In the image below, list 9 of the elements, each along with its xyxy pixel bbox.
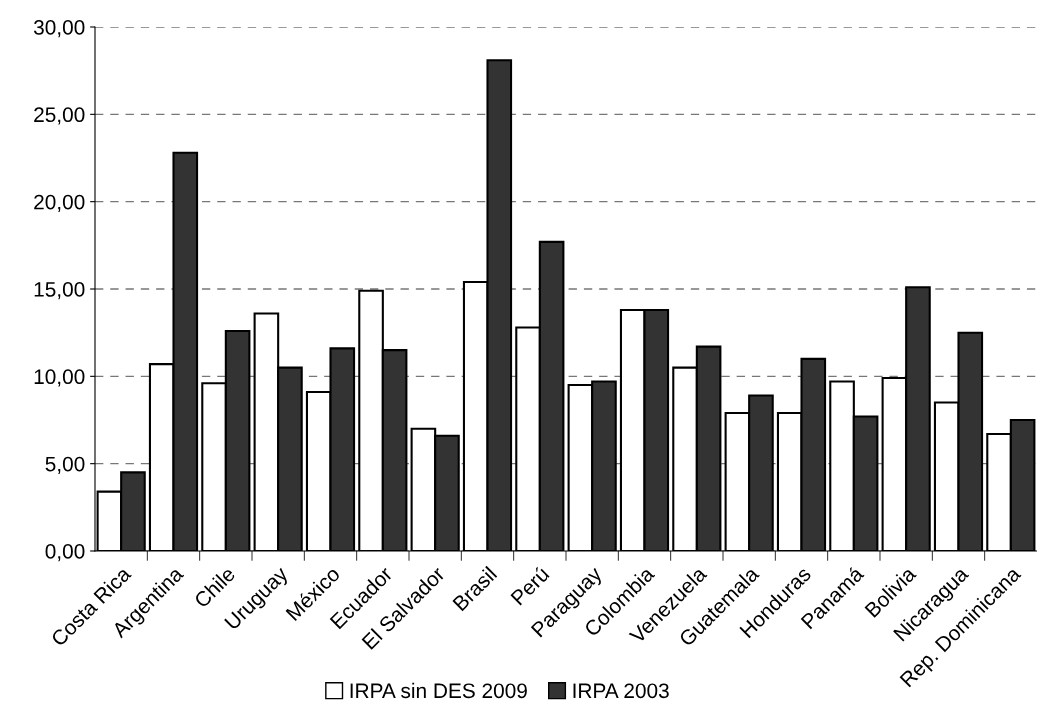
legend-label: IRPA sin DES 2009 [350,682,527,699]
y-tick-label: 0,00 [45,544,85,562]
y-tick-label: 15,00 [34,282,85,300]
y-tick-label: 20,00 [34,194,85,212]
y-tick-label: 30,00 [33,20,85,38]
y-tick-label: 5,00 [45,456,85,474]
y-tick-label: 10,00 [34,369,85,387]
legend-label: IRPA 2003 [573,683,669,699]
y-tick-label: 25,00 [34,107,85,125]
